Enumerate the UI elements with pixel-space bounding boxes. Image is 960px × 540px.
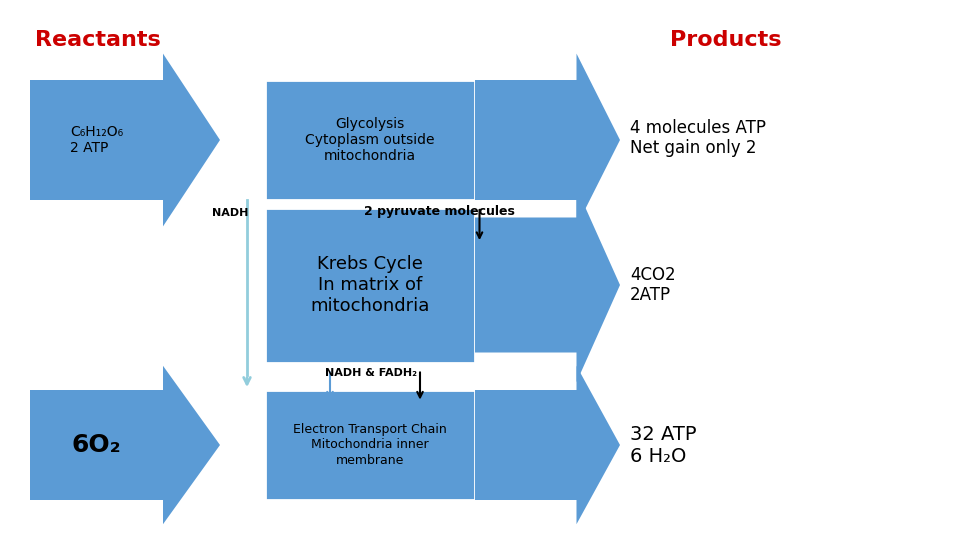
Text: Krebs Cycle
In matrix of
mitochondria: Krebs Cycle In matrix of mitochondria: [310, 255, 430, 315]
Text: 4CO2
2ATP: 4CO2 2ATP: [630, 266, 676, 305]
FancyBboxPatch shape: [265, 390, 475, 500]
Text: Products: Products: [670, 30, 781, 50]
Text: NADH: NADH: [211, 208, 248, 218]
Polygon shape: [475, 188, 620, 382]
Polygon shape: [30, 53, 220, 226]
Text: NADH & FADH₂: NADH & FADH₂: [325, 368, 417, 377]
Polygon shape: [475, 53, 620, 226]
Polygon shape: [475, 366, 620, 524]
Text: 4 molecules ATP
Net gain only 2: 4 molecules ATP Net gain only 2: [630, 119, 766, 157]
Text: 6O₂: 6O₂: [72, 433, 121, 457]
Text: Glycolysis
Cytoplasm outside
mitochondria: Glycolysis Cytoplasm outside mitochondri…: [305, 117, 435, 163]
Polygon shape: [30, 366, 220, 524]
Text: Electron Transport Chain
Mitochondria inner
membrane: Electron Transport Chain Mitochondria in…: [293, 423, 446, 467]
Text: 2 pyruvate molecules: 2 pyruvate molecules: [365, 205, 516, 218]
Text: 32 ATP
6 H₂O: 32 ATP 6 H₂O: [630, 424, 697, 465]
FancyBboxPatch shape: [265, 80, 475, 200]
Text: C₆H₁₂O₆
2 ATP: C₆H₁₂O₆ 2 ATP: [70, 125, 123, 155]
Text: Reactants: Reactants: [35, 30, 160, 50]
FancyBboxPatch shape: [265, 207, 475, 362]
